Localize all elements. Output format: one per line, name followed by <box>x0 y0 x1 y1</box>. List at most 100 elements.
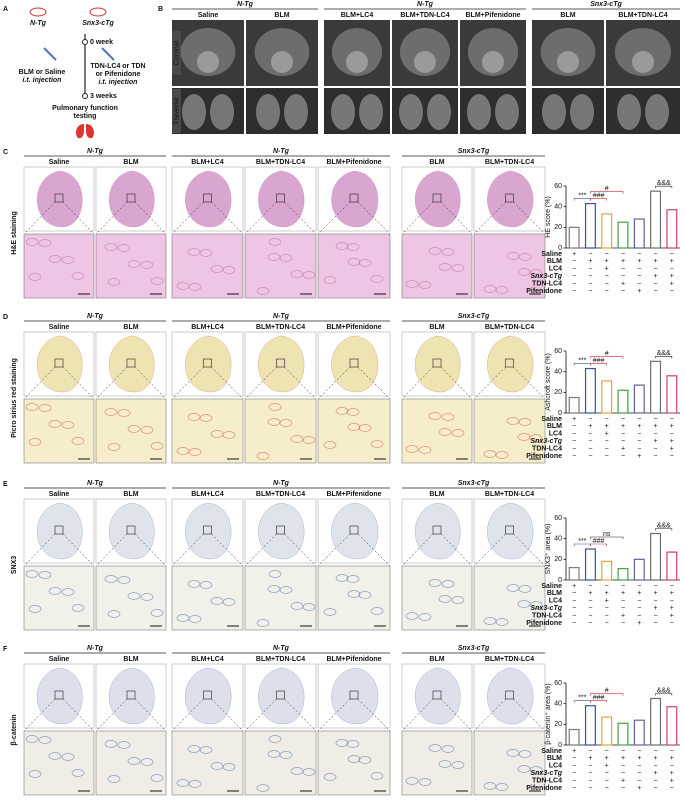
condition-label: LC4 <box>549 431 562 438</box>
column-label: BLM+TDN-LC4 <box>485 491 534 498</box>
significance-bracket <box>655 528 673 531</box>
tissue-texture <box>28 605 42 613</box>
tissue-texture <box>140 426 154 434</box>
lung-section <box>414 667 461 725</box>
condition-sign: + <box>654 590 658 597</box>
y-tick-label: 60 <box>554 515 562 522</box>
zoom-line <box>513 698 546 732</box>
condition-sign: − <box>588 288 592 295</box>
lung-section <box>331 667 379 725</box>
zoom-line <box>134 366 167 400</box>
condition-sign: − <box>605 770 609 777</box>
condition-sign: − <box>605 748 609 755</box>
significance-label: *** <box>578 192 586 199</box>
zoom-line <box>317 201 351 235</box>
zoom-line <box>171 201 204 235</box>
lung-section <box>185 335 232 393</box>
tissue-texture <box>48 420 62 428</box>
tissue-texture <box>441 413 455 421</box>
tissue-texture <box>222 266 236 274</box>
bar <box>568 566 580 581</box>
zoom-line <box>357 533 391 567</box>
zoom-box <box>203 193 212 203</box>
condition-sign: − <box>572 755 576 762</box>
row-tag <box>172 89 181 133</box>
condition-sign: − <box>670 431 674 438</box>
zoom-box <box>432 525 442 535</box>
condition-sign: − <box>572 785 576 792</box>
condition-sign: − <box>654 777 658 784</box>
condition-sign: + <box>588 590 592 597</box>
panel-label: A <box>3 6 8 13</box>
condition-sign: + <box>572 251 576 258</box>
condition-sign: − <box>588 748 592 755</box>
tissue-texture <box>405 445 419 453</box>
condition-label: Saline <box>541 583 562 590</box>
condition-sign: − <box>572 438 576 445</box>
condition-sign: − <box>621 770 625 777</box>
ct-lung <box>182 94 206 130</box>
condition-label: Saline <box>541 748 562 755</box>
condition-sign: − <box>588 583 592 590</box>
y-axis-label: β-catenin⁺ area (%) <box>545 683 552 744</box>
condition-sign: − <box>654 445 658 452</box>
tissue-texture <box>518 253 532 261</box>
column-label: BLM+LC4 <box>341 12 374 19</box>
condition-sign: + <box>605 590 609 597</box>
condition-sign: − <box>637 770 641 777</box>
zoom-line <box>244 533 277 567</box>
panel-label: C <box>3 149 8 156</box>
zoom-box <box>432 358 442 368</box>
bar <box>617 221 629 249</box>
zoom-line <box>284 533 317 567</box>
tissue-texture <box>256 784 270 792</box>
column-label: BLM <box>429 491 444 498</box>
row-label: Traverse <box>173 97 180 124</box>
condition-sign: + <box>654 605 658 612</box>
zoom-line <box>95 533 128 567</box>
column-label: Saline <box>198 12 219 19</box>
zoom-line <box>440 533 473 567</box>
condition-sign: − <box>572 445 576 452</box>
ct-lung <box>467 94 491 130</box>
zoom-image <box>171 730 244 796</box>
condition-sign: + <box>621 755 625 762</box>
significance-bracket <box>655 356 673 359</box>
significance-bracket <box>590 543 608 546</box>
zoom-image <box>473 233 546 299</box>
zoom-image <box>171 565 244 631</box>
condition-sign: + <box>621 445 625 452</box>
tissue-texture <box>222 598 236 606</box>
condition-sign: − <box>572 605 576 612</box>
condition-sign: − <box>605 273 609 280</box>
ct-lung <box>570 94 594 130</box>
condition-sign: − <box>654 251 658 258</box>
lung-section <box>487 667 534 725</box>
zoom-line <box>473 698 506 732</box>
tissue-texture <box>150 774 164 782</box>
bar <box>666 375 678 414</box>
ct-heart <box>197 51 219 73</box>
lung-section <box>36 502 83 560</box>
condition-sign: − <box>572 598 576 605</box>
group-label: Snx3-cTg <box>458 148 490 155</box>
condition-label: BLM <box>547 258 562 265</box>
condition-sign: − <box>572 288 576 295</box>
condition-sign: + <box>670 280 674 287</box>
ct-heart <box>632 51 654 73</box>
condition-sign: + <box>572 416 576 423</box>
zoom-image <box>317 565 391 631</box>
significance-bracket <box>590 191 624 194</box>
condition-sign: − <box>654 453 658 460</box>
zoom-line <box>401 366 434 400</box>
condition-sign: − <box>654 583 658 590</box>
significance-label: ns <box>603 531 611 538</box>
significance-label: &&& <box>657 687 671 694</box>
bar <box>617 722 629 746</box>
condition-sign: + <box>588 755 592 762</box>
condition-sign: − <box>572 431 576 438</box>
condition-sign: − <box>621 438 625 445</box>
column-label: BLM+TDN-LC4 <box>256 159 305 166</box>
tissue-texture <box>188 615 202 623</box>
bar <box>568 728 580 746</box>
